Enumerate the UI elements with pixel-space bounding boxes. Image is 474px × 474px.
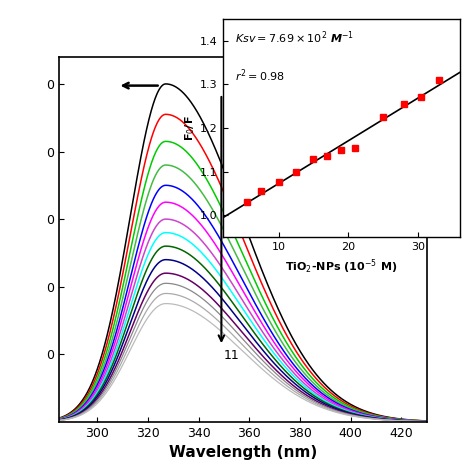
Y-axis label: F$_0$/F: F$_0$/F: [183, 115, 197, 141]
X-axis label: Wavelength (nm): Wavelength (nm): [169, 445, 317, 460]
Text: 1: 1: [224, 78, 232, 91]
Text: $r^{2} = 0.98$: $r^{2} = 0.98$: [235, 67, 285, 83]
X-axis label: TiO$_2$-NPs (10$^{-5}$ M): TiO$_2$-NPs (10$^{-5}$ M): [285, 257, 397, 276]
Text: 11: 11: [224, 349, 240, 362]
Text: $Ksv = 7.69\times10^{2}$ M$^{-1}$: $Ksv = 7.69\times10^{2}$ M$^{-1}$: [235, 30, 354, 46]
